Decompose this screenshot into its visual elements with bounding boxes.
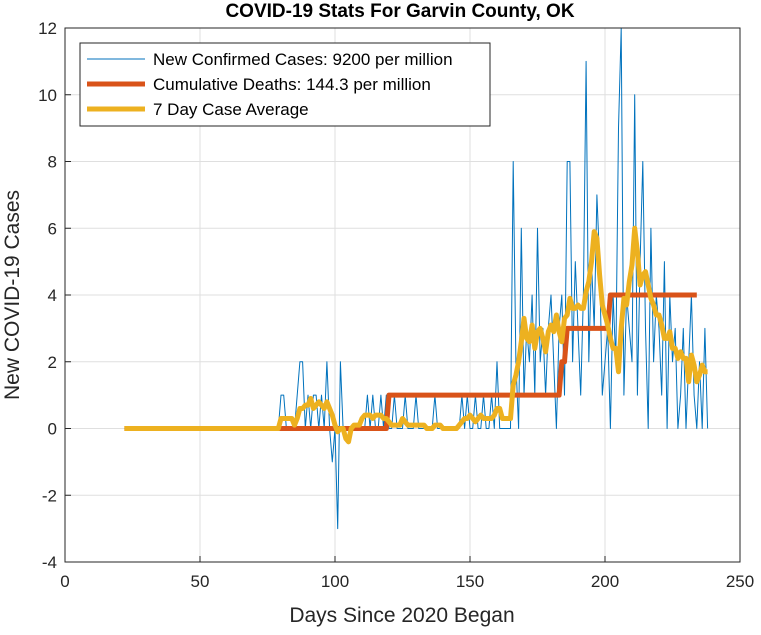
y-tick-label: 4 bbox=[48, 286, 57, 305]
y-tick-label: 12 bbox=[38, 19, 57, 38]
series-line bbox=[124, 225, 708, 445]
legend-box bbox=[79, 42, 491, 127]
x-tick-label: 0 bbox=[60, 572, 69, 591]
y-tick-label: 8 bbox=[48, 153, 57, 172]
y-tick-label: 10 bbox=[38, 86, 57, 105]
y-tick-label: -2 bbox=[42, 486, 57, 505]
axes-box bbox=[64, 27, 741, 563]
chart-title: COVID-19 Stats For Garvin County, OK bbox=[225, 1, 574, 22]
y-tick-label: 0 bbox=[48, 420, 57, 439]
x-tick-label: 200 bbox=[591, 572, 619, 591]
legend-label: Cumulative Deaths: 144.3 per million bbox=[153, 75, 431, 94]
x-axis-label: Days Since 2020 Began bbox=[289, 604, 514, 627]
y-axis-label: New COVID-19 Cases bbox=[1, 190, 24, 400]
x-tick-label: 150 bbox=[456, 572, 484, 591]
y-tick-label: 2 bbox=[48, 353, 57, 372]
legend-label: New Confirmed Cases: 9200 per million bbox=[153, 50, 453, 69]
x-tick-label: 100 bbox=[321, 572, 349, 591]
x-tick-label: 250 bbox=[726, 572, 754, 591]
x-tick-label: 50 bbox=[191, 572, 210, 591]
y-tick-label: 6 bbox=[48, 219, 57, 238]
legend-label: 7 Day Case Average bbox=[153, 100, 309, 119]
y-tick-label: -4 bbox=[42, 553, 57, 572]
